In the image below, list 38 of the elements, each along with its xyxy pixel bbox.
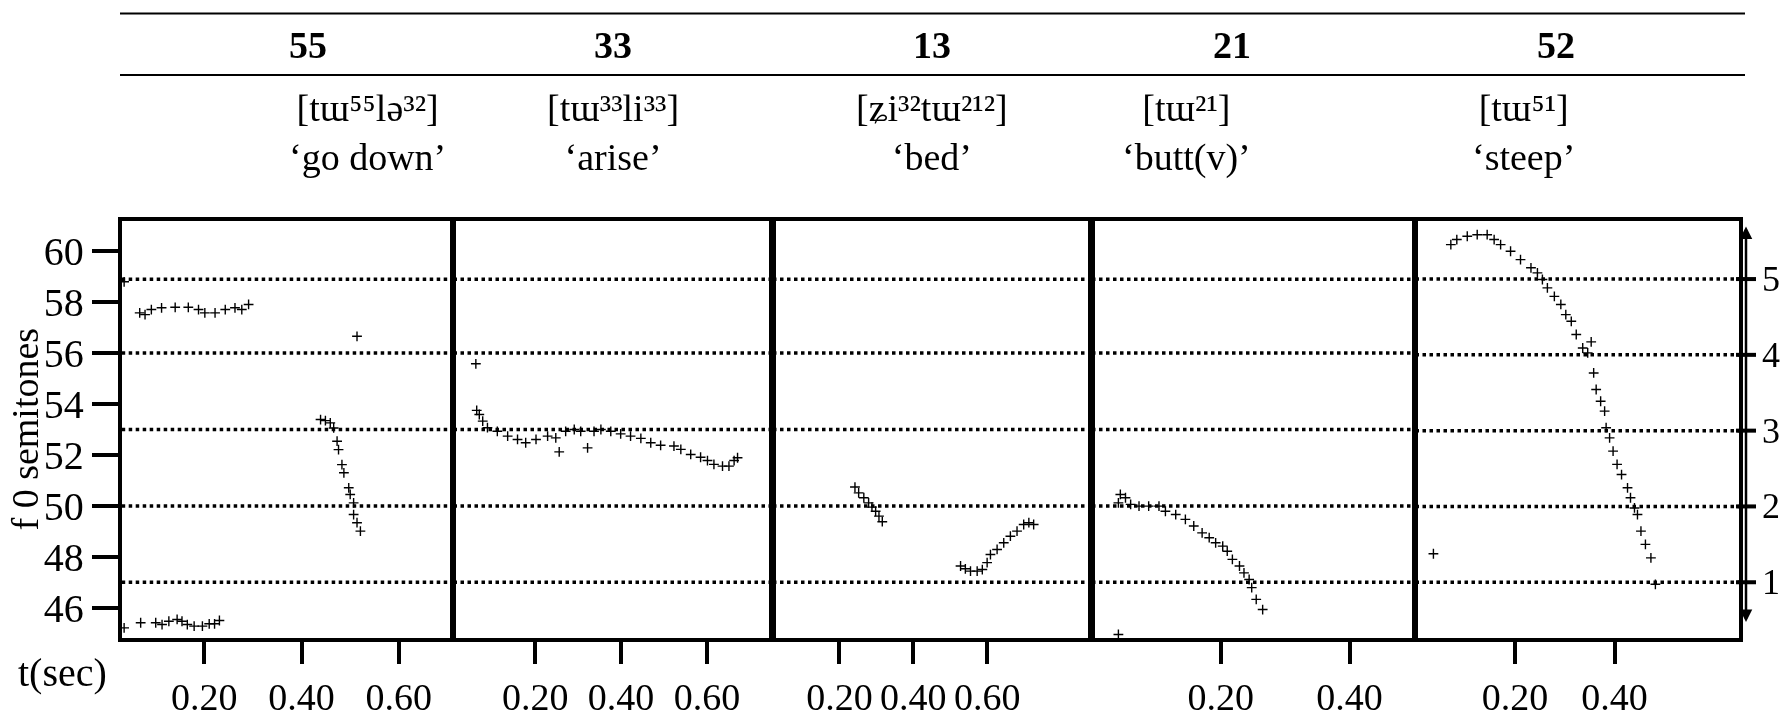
y-axis-title: f 0 semitones: [3, 327, 46, 531]
ref-line-label: 3: [1762, 411, 1780, 451]
chart-subtitle: [tɯ³³li³³] ‘arise’: [547, 87, 680, 179]
y-tick-label: 54: [43, 382, 84, 428]
chart-subtitle: [tɯ⁵⁵lə³²] ‘go down’: [289, 87, 447, 179]
y-tick-label: 48: [43, 534, 84, 580]
x-tick-label: 0.40: [268, 675, 335, 710]
ref-line-label: 2: [1762, 486, 1780, 526]
y-tick-label: 52: [43, 432, 84, 478]
y-tick-label: 56: [43, 331, 84, 377]
y-tick-label: 46: [43, 585, 84, 631]
chart-title: 55: [289, 24, 327, 66]
chart-title: 13: [913, 24, 951, 66]
x-tick-label: 0.20: [1481, 675, 1549, 710]
chart-title: 52: [1537, 24, 1575, 66]
x-tick-label: 0.20: [806, 675, 873, 710]
chart-title: 21: [1213, 24, 1251, 66]
x-tick-label: 0.20: [501, 675, 569, 710]
y-tick-label: 60: [43, 229, 84, 275]
x-tick-label: 0.60: [953, 675, 1021, 710]
chart-subtitle: [tɯ⁵¹] ‘steep’: [1472, 87, 1576, 179]
x-tick-label: 0.20: [171, 675, 238, 710]
x-axis-title: t(sec): [18, 650, 107, 695]
ref-line-label: 1: [1762, 562, 1780, 602]
x-tick-label: 0.40: [587, 675, 655, 710]
x-tick-label: 0.20: [1187, 675, 1255, 710]
x-tick-label: 0.60: [365, 675, 433, 710]
x-tick-label: 0.40: [880, 675, 947, 710]
chart-subtitle: [ʑi³²tɯ²¹²] ‘bed’: [856, 87, 1008, 179]
x-tick-label: 0.60: [673, 675, 741, 710]
ref-line-label: 5: [1762, 259, 1780, 299]
ref-line-label: 4: [1762, 335, 1780, 375]
y-tick-label: 58: [43, 280, 84, 326]
x-tick-label: 0.40: [1581, 675, 1648, 710]
y-tick-label: 50: [43, 483, 84, 529]
x-tick-label: 0.40: [1316, 675, 1383, 710]
chart-subtitle: [tɯ²¹] ‘butt(v)’: [1122, 87, 1251, 180]
chart-title: 33: [594, 24, 632, 66]
